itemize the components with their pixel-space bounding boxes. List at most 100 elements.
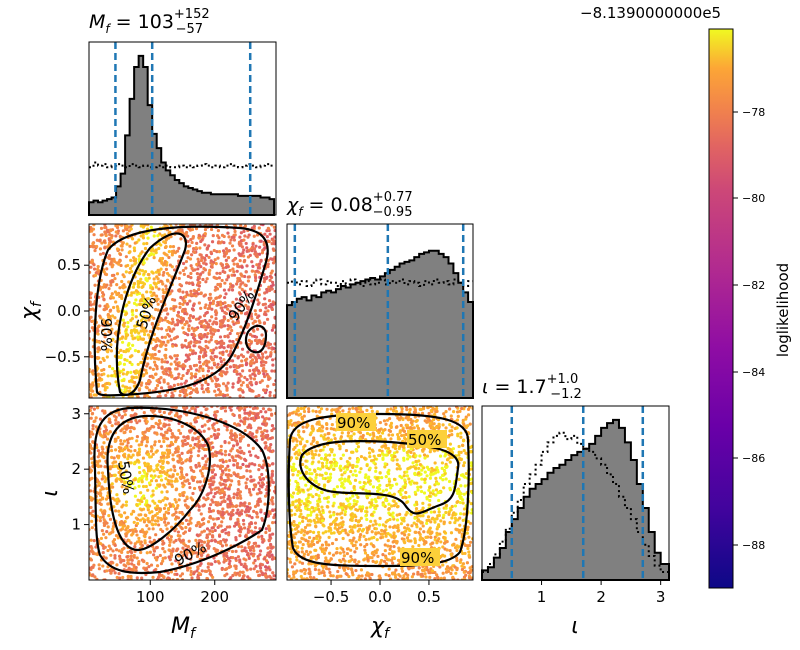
sample-point [176, 314, 180, 318]
sample-point [154, 285, 158, 289]
sample-point [225, 425, 229, 429]
sample-point [356, 524, 360, 528]
sample-point [243, 408, 247, 412]
sample-point [196, 576, 200, 580]
sample-point [164, 477, 168, 481]
mf-x-ticks: 100 200 [136, 580, 229, 606]
sample-point [110, 424, 114, 428]
sample-point [193, 431, 197, 435]
sample-point [113, 543, 117, 548]
sample-point [145, 393, 149, 398]
sample-point [223, 439, 227, 444]
sample-point [93, 575, 97, 579]
sample-point [126, 457, 130, 461]
sample-point [103, 230, 107, 234]
sample-point [226, 323, 230, 328]
sample-point [205, 535, 209, 540]
sample-point [354, 518, 358, 523]
sample-point [185, 321, 189, 325]
sample-point [229, 238, 233, 242]
sample-point [242, 274, 247, 279]
sample-point [179, 295, 183, 300]
sample-point [188, 348, 193, 352]
sample-point [119, 438, 123, 443]
sample-point [167, 250, 171, 254]
sample-point [252, 567, 256, 571]
sample-point [265, 287, 269, 292]
sample-point [145, 241, 149, 246]
sample-point [254, 276, 258, 280]
sample-point [170, 484, 174, 489]
sample-point [155, 365, 159, 369]
sample-point [197, 508, 201, 512]
sample-point [408, 407, 412, 412]
sample-point [210, 406, 214, 409]
sample-point [157, 246, 161, 251]
sample-point [235, 442, 240, 446]
sample-point [142, 272, 146, 276]
sample-point [160, 360, 164, 364]
sample-point [184, 503, 188, 507]
sample-point [101, 487, 105, 491]
sample-point [172, 268, 177, 272]
sample-point [189, 340, 193, 344]
sample-point [145, 427, 150, 431]
sample-point [232, 238, 237, 242]
sample-point [168, 385, 173, 389]
sample-point [270, 553, 274, 557]
sample-point [171, 513, 175, 517]
sample-point [288, 560, 293, 564]
sample-point [140, 250, 144, 254]
sample-point [199, 291, 203, 296]
sample-point [138, 268, 142, 272]
sample-point [182, 435, 186, 439]
sample-point [198, 346, 203, 350]
sample-point [218, 294, 223, 298]
sample-point [154, 546, 158, 550]
sample-point [179, 364, 183, 368]
sample-point [98, 304, 102, 308]
sample-point [447, 407, 452, 411]
sample-point [165, 328, 169, 332]
sample-point [243, 417, 247, 421]
sample-point [186, 545, 190, 549]
sample-point [238, 292, 242, 296]
sample-point [268, 232, 272, 236]
sample-point [227, 453, 231, 457]
iota-mf-scatter [89, 406, 276, 580]
sample-point [149, 290, 153, 294]
sample-point [234, 538, 238, 542]
sample-point [141, 284, 145, 289]
sample-point [124, 255, 128, 259]
sample-point [128, 244, 132, 248]
sample-point [189, 390, 193, 395]
sample-point [191, 406, 195, 410]
sample-point [144, 319, 148, 323]
sample-point [169, 570, 174, 574]
sample-point [141, 484, 146, 489]
sample-point [94, 271, 98, 275]
sample-point [141, 316, 145, 320]
sample-point [113, 464, 117, 468]
sample-point [177, 554, 181, 558]
sample-point [111, 461, 115, 465]
sample-point [184, 230, 189, 235]
sample-point [161, 498, 165, 502]
sample-point [231, 556, 235, 560]
sample-point [253, 309, 257, 313]
sample-point [226, 334, 230, 338]
sample-point [130, 375, 134, 379]
sample-point [217, 388, 221, 392]
sample-point [90, 461, 94, 465]
sample-point [103, 465, 107, 469]
sample-point [118, 477, 122, 481]
sample-point [203, 454, 207, 458]
sample-point [135, 503, 139, 507]
sample-point [218, 319, 223, 323]
sample-point [194, 246, 198, 250]
sample-point [89, 489, 93, 493]
sample-point [223, 557, 227, 561]
sample-point [316, 553, 320, 557]
sample-point [204, 339, 208, 344]
sample-point [133, 542, 137, 546]
